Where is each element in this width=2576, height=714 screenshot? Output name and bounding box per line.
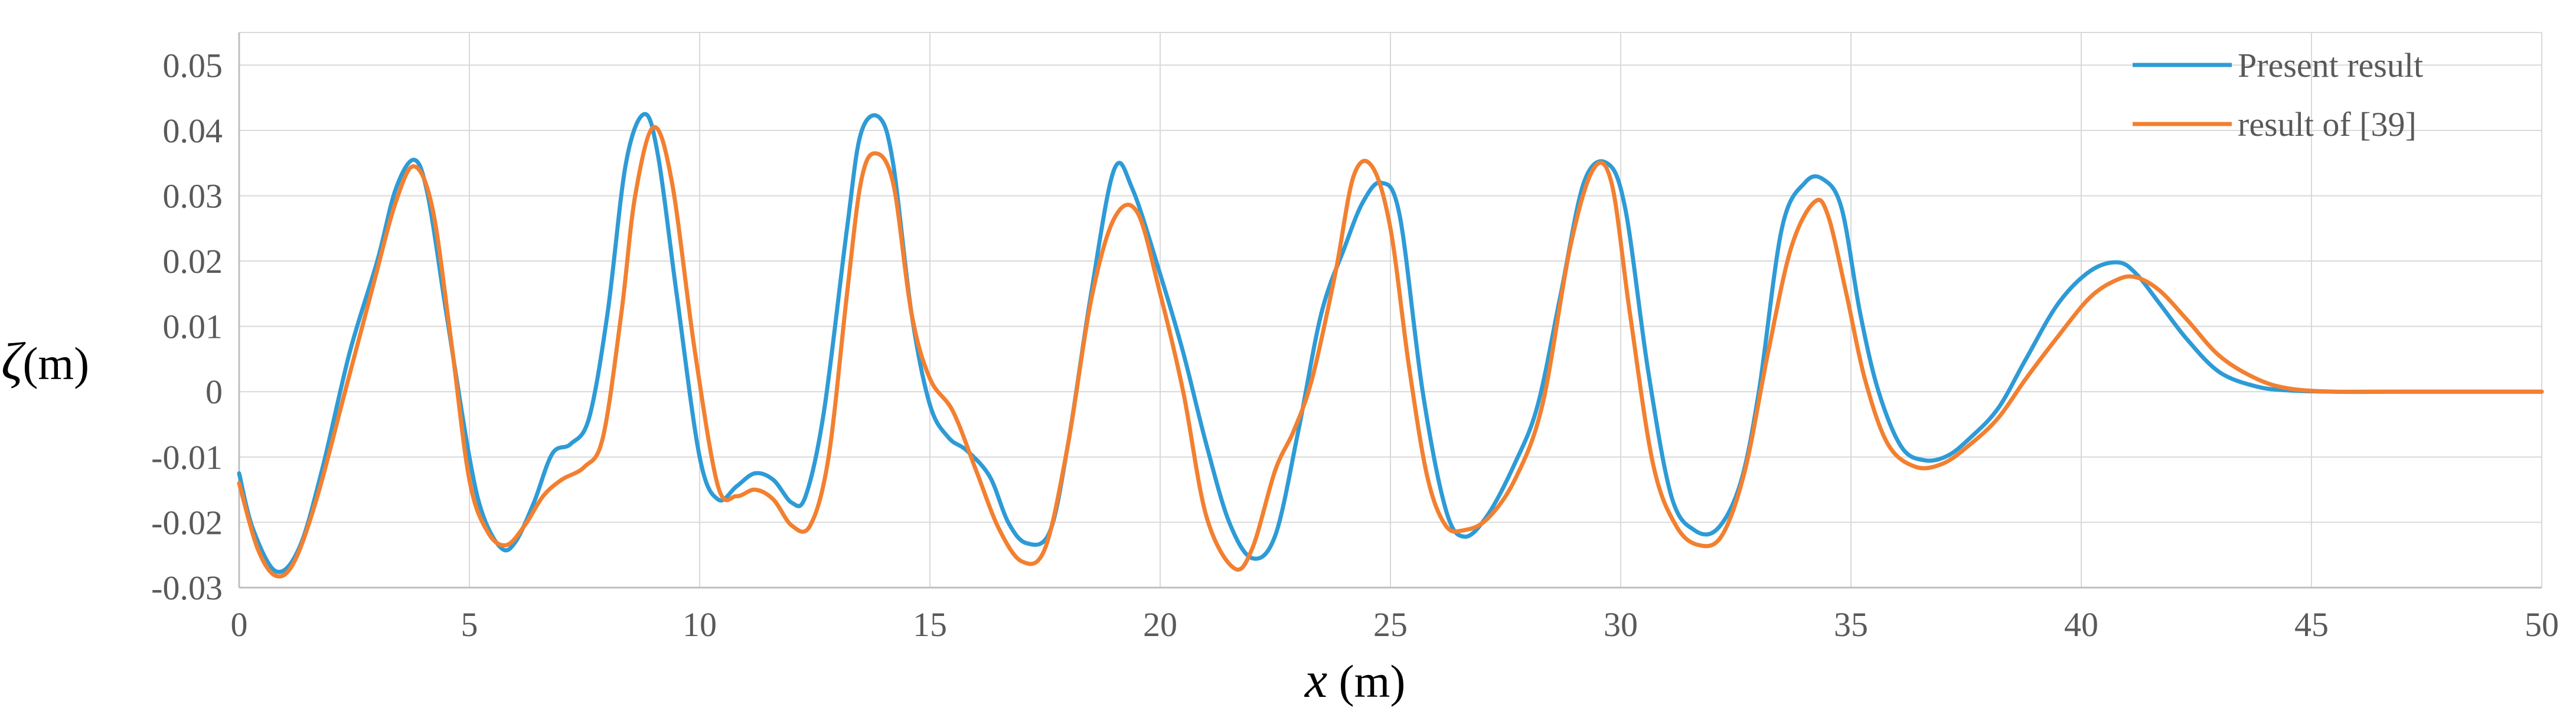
y-tick-label: 0.04: [163, 112, 223, 150]
x-tick-label: 40: [2064, 605, 2098, 644]
y-tick-label: -0.01: [151, 438, 223, 477]
legend: Present result result of [39]: [2133, 46, 2423, 144]
y-tick-label: 0.02: [163, 242, 223, 281]
x-tick-label: 50: [2525, 605, 2559, 644]
x-tick-label: 30: [1604, 605, 1638, 644]
y-tick-label: -0.03: [151, 569, 223, 607]
y-tick-label: 0: [205, 373, 223, 411]
y-tick-label: 0.05: [163, 46, 223, 84]
y-axis-unit: (m): [22, 338, 89, 389]
y-tick-label: -0.02: [151, 503, 223, 542]
y-axis-label: ζ(m): [1, 332, 89, 391]
x-tick-label: 0: [231, 605, 248, 644]
x-axis-unit: (m): [1327, 656, 1405, 707]
x-axis-label: x (m): [1304, 651, 1405, 708]
x-tick-label: 25: [1373, 605, 1408, 644]
y-tick-label: 0.01: [163, 308, 223, 346]
grid-lines: [239, 32, 2542, 588]
x-tick-label: 35: [1834, 605, 1868, 644]
series-lines: [237, 112, 2544, 579]
x-axis-symbol: x: [1304, 651, 1327, 708]
x-tick-labels: 0 5 10 15 20 25 30 35 40 45 50: [231, 605, 2559, 644]
legend-label-present-result: Present result: [2238, 46, 2423, 84]
x-tick-label: 5: [461, 605, 478, 644]
y-tick-label: 0.03: [163, 177, 223, 215]
x-tick-label: 10: [683, 605, 717, 644]
x-tick-label: 15: [913, 605, 947, 644]
series-line-present-result: [237, 112, 2544, 574]
x-tick-label: 45: [2294, 605, 2329, 644]
series-line-result-39: [237, 125, 2544, 579]
axes: [238, 32, 2542, 589]
legend-label-result-39: result of [39]: [2238, 105, 2417, 144]
y-tick-labels: -0.03 -0.02 -0.01 0 0.01 0.02 0.03 0.04 0.05: [151, 46, 223, 607]
x-tick-label: 20: [1143, 605, 1177, 644]
y-axis-symbol: ζ: [1, 332, 26, 391]
